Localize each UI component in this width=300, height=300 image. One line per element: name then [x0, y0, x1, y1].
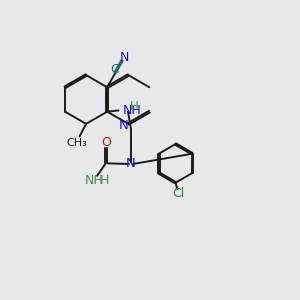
Text: C: C	[110, 63, 119, 76]
Text: CH₃: CH₃	[67, 138, 88, 148]
Text: H: H	[100, 173, 110, 187]
Text: N: N	[126, 158, 136, 170]
Text: NH: NH	[85, 173, 104, 187]
Text: H: H	[130, 100, 138, 113]
Text: N: N	[119, 51, 129, 64]
Text: O: O	[101, 136, 111, 149]
Text: NH: NH	[123, 104, 142, 117]
Text: Cl: Cl	[173, 188, 185, 200]
Text: N: N	[119, 119, 129, 132]
